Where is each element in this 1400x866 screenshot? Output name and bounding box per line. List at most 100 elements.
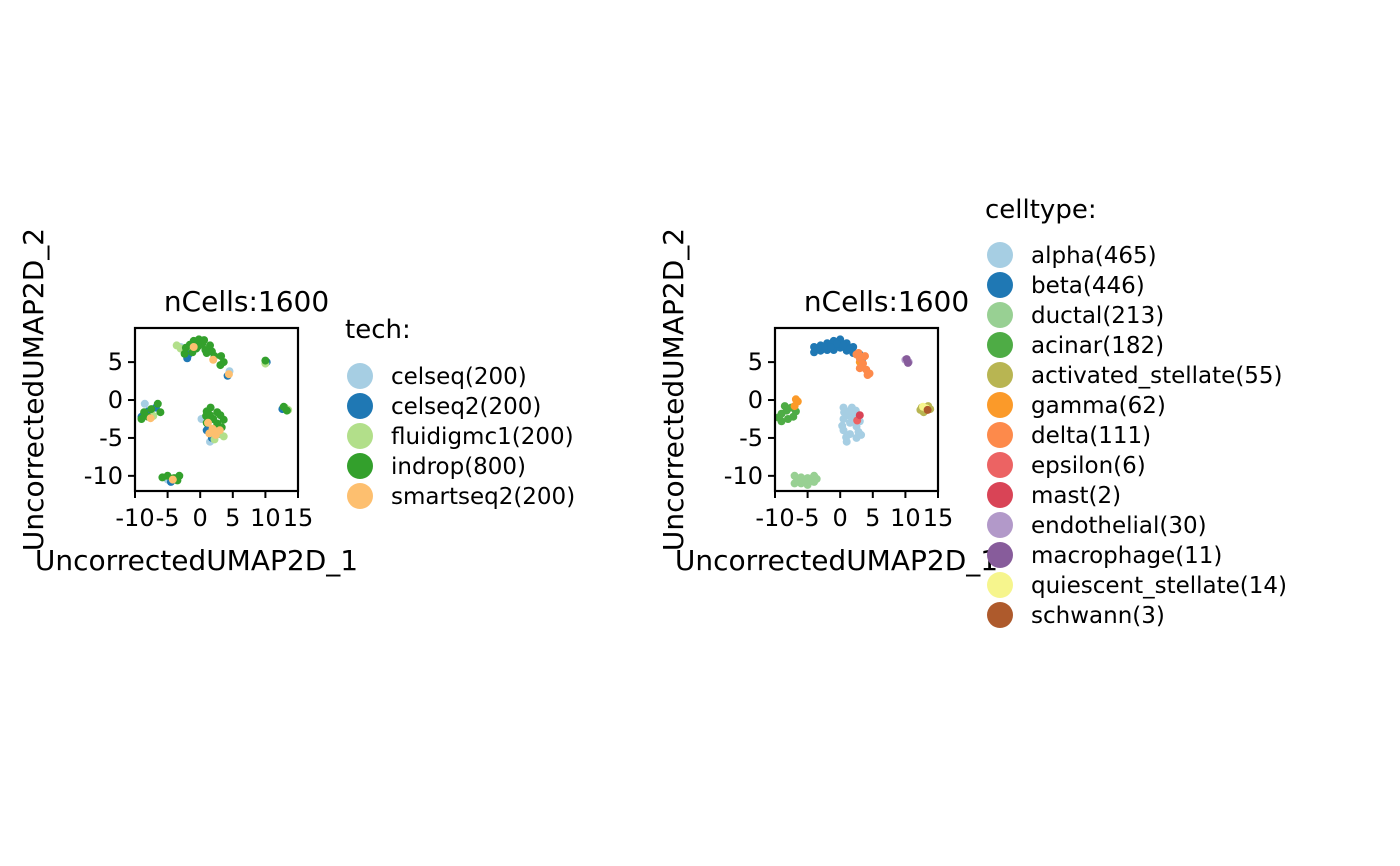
legend-entry: endothelial(30) [1031, 513, 1207, 539]
data-point [206, 403, 215, 412]
data-point [137, 415, 146, 423]
chart-title: nCells:1600 [164, 285, 329, 318]
legend-swatch [987, 452, 1013, 478]
data-point [181, 343, 190, 352]
legend-swatch [987, 362, 1013, 388]
x-tick-label: 5 [865, 504, 880, 532]
panel-2: -10 -5 0 5 10 1550-5-10nCells:1600Uncorrected… [657, 195, 1287, 629]
data-point [158, 473, 167, 482]
data-point [202, 411, 211, 420]
data-point [923, 405, 932, 414]
legend-entry: mast(2) [1031, 483, 1121, 509]
x-tick-label: 5 [225, 504, 240, 532]
data-point [789, 412, 798, 421]
data-point [813, 344, 822, 353]
y-tick-label: 5 [748, 348, 763, 376]
y-axis-label: UncorrectedUMAP2D_2 [657, 228, 690, 551]
legend-swatch [347, 423, 373, 449]
legend-entry: epsilon(6) [1031, 453, 1146, 479]
data-point [774, 413, 783, 422]
data-point [832, 339, 841, 348]
data-point [826, 343, 835, 351]
data-point [839, 341, 848, 350]
data-point [209, 355, 218, 364]
data-point [819, 342, 828, 351]
data-point [147, 405, 156, 414]
legend-entry: ductal(213) [1031, 303, 1164, 329]
y-axis-label: UncorrectedUMAP2D_2 [17, 228, 50, 551]
x-tick-label: -10 [755, 504, 794, 532]
data-point [857, 430, 866, 439]
scatter-points [137, 335, 293, 486]
x-tick-label: -10 [115, 504, 154, 532]
data-point [213, 408, 222, 417]
legend-swatch [347, 453, 373, 479]
data-point [861, 352, 869, 361]
data-point [156, 408, 165, 417]
legend-swatch [347, 483, 373, 509]
panel-1: -10 -5 0 5 10 1550-5-10nCells:1600Uncorrected… [17, 228, 575, 577]
data-point [215, 426, 224, 435]
data-point [205, 429, 214, 438]
x-tick-label: 0 [193, 504, 208, 532]
data-point [219, 415, 228, 424]
legend-swatch [347, 393, 373, 419]
legend-entry: gamma(62) [1031, 393, 1166, 419]
legend-entry: fluidigmc1(200) [391, 424, 574, 450]
legend-entry: smartseq2(200) [391, 484, 575, 510]
legend-swatch [347, 363, 373, 389]
legend-swatch [987, 512, 1013, 538]
data-point [793, 476, 802, 485]
data-point [855, 364, 864, 373]
legend-entry: celseq2(200) [391, 394, 541, 420]
legend-swatch [987, 542, 1013, 568]
data-point [189, 343, 198, 351]
data-point [216, 361, 225, 370]
data-point [140, 408, 149, 417]
y-tick-label: -5 [99, 424, 123, 452]
x-tick-label: 10 [890, 504, 921, 532]
legend-entry: macrophage(11) [1031, 543, 1222, 569]
x-tick-label: 15 [283, 504, 314, 532]
plot-frame [773, 326, 940, 493]
data-point [842, 433, 851, 442]
legend-entry: celseq(200) [391, 364, 527, 390]
data-point [180, 349, 189, 358]
data-point [206, 341, 214, 350]
y-tick-label: 0 [748, 386, 763, 414]
x-tick-label: -5 [796, 504, 820, 532]
legend-entry: activated_stellate(55) [1031, 363, 1283, 389]
data-point [219, 432, 228, 441]
legend-entry: quiescent_stellate(14) [1031, 573, 1287, 599]
data-point [790, 402, 799, 411]
data-point [217, 352, 226, 361]
data-point [863, 371, 872, 379]
x-tick-label: -5 [156, 504, 180, 532]
data-point [168, 475, 177, 484]
y-tick-label: -10 [84, 462, 123, 490]
legend-swatch [987, 572, 1013, 598]
scatter-points [774, 335, 935, 489]
chart-title: nCells:1600 [804, 285, 969, 318]
legend-swatch [987, 602, 1013, 628]
x-tick-label: 10 [250, 504, 281, 532]
y-tick-label: 0 [108, 386, 123, 414]
data-point [840, 408, 849, 417]
legend-title: celltype: [985, 195, 1097, 225]
data-point [838, 421, 847, 430]
legend: celltype: alpha(465) beta(446) ductal(213) a… [985, 195, 1287, 629]
legend-swatch [987, 422, 1013, 448]
x-axis-label: UncorrectedUMAP2D_1 [35, 544, 358, 577]
legend-swatch [987, 482, 1013, 508]
data-point [282, 406, 291, 415]
legend-title: tech: [345, 315, 411, 345]
legend-swatch [987, 332, 1013, 358]
legend-entry: acinar(182) [1031, 333, 1164, 359]
legend-entry: beta(446) [1031, 273, 1145, 299]
data-point [224, 370, 233, 379]
legend-swatch [987, 242, 1013, 268]
x-tick-label: 15 [923, 504, 954, 532]
data-point [800, 477, 809, 486]
data-point [904, 358, 912, 367]
